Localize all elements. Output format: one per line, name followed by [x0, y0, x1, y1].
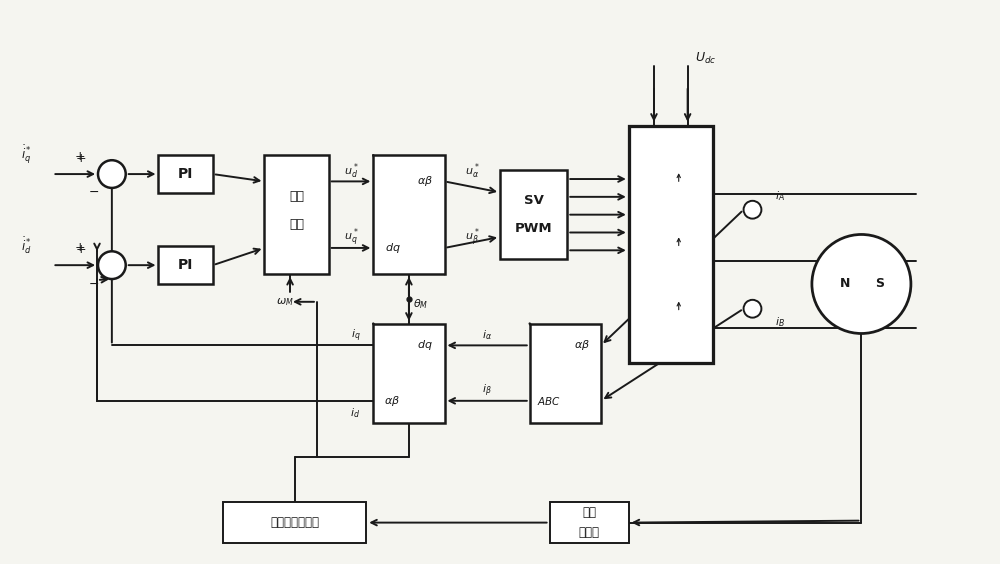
Text: $-$: $-$: [88, 276, 100, 289]
Text: $-$: $-$: [88, 186, 100, 199]
Text: 电流: 电流: [289, 190, 304, 204]
Text: N: N: [840, 277, 851, 290]
Text: $i_\beta$: $i_\beta$: [482, 383, 492, 399]
Text: $u_q^*$: $u_q^*$: [344, 227, 358, 249]
Circle shape: [98, 252, 126, 279]
Text: $\alpha\beta$: $\alpha\beta$: [574, 338, 590, 352]
Text: $\dot{i}_q^*$: $\dot{i}_q^*$: [21, 143, 32, 166]
Text: $u_\beta^*$: $u_\beta^*$: [465, 227, 480, 249]
Bar: [550, 502, 629, 543]
Text: $\alpha\beta$: $\alpha\beta$: [417, 174, 433, 188]
Text: $+$: $+$: [75, 243, 86, 256]
Text: $U_{dc}$: $U_{dc}$: [695, 51, 716, 66]
Text: 传感器: 传感器: [579, 526, 600, 539]
Text: $+$: $+$: [74, 241, 85, 254]
Bar: [223, 502, 366, 543]
Text: PI: PI: [178, 167, 193, 181]
Text: $i_B$: $i_B$: [775, 316, 785, 329]
Bar: [264, 155, 329, 274]
Circle shape: [744, 201, 761, 219]
Text: $i_q$: $i_q$: [351, 327, 360, 343]
Text: $\dot{i}_d^*$: $\dot{i}_d^*$: [21, 235, 32, 256]
Text: $\alpha\beta$: $\alpha\beta$: [384, 394, 401, 408]
Text: 位置: 位置: [582, 506, 596, 519]
Circle shape: [812, 235, 911, 333]
Text: $i_A$: $i_A$: [775, 189, 785, 202]
Text: $+$: $+$: [74, 150, 85, 163]
Bar: [158, 155, 213, 193]
Bar: [158, 246, 213, 284]
Circle shape: [744, 300, 761, 318]
Text: $\omega_M$: $\omega_M$: [276, 296, 294, 308]
Bar: [629, 126, 713, 363]
Text: $\theta_M$: $\theta_M$: [413, 297, 428, 311]
Circle shape: [98, 160, 126, 188]
Text: $u_\alpha^*$: $u_\alpha^*$: [465, 162, 480, 181]
Bar: [530, 324, 601, 422]
Bar: [373, 155, 445, 274]
Text: $+$: $+$: [75, 152, 86, 165]
Text: $i_\alpha$: $i_\alpha$: [482, 329, 492, 342]
Text: $u_d^*$: $u_d^*$: [344, 162, 358, 181]
Bar: [373, 324, 445, 422]
Text: S: S: [875, 277, 884, 290]
Text: $dq$: $dq$: [417, 338, 433, 352]
Text: PI: PI: [178, 258, 193, 272]
Text: $ABC$: $ABC$: [537, 395, 561, 407]
Text: $dq$: $dq$: [385, 241, 400, 255]
Text: $i_d$: $i_d$: [350, 406, 360, 420]
Text: 解耦: 解耦: [289, 218, 304, 231]
Text: 角度和转速计算: 角度和转速计算: [270, 516, 319, 529]
Bar: [500, 170, 567, 259]
Text: PWM: PWM: [515, 222, 552, 235]
Text: SV: SV: [524, 195, 544, 208]
